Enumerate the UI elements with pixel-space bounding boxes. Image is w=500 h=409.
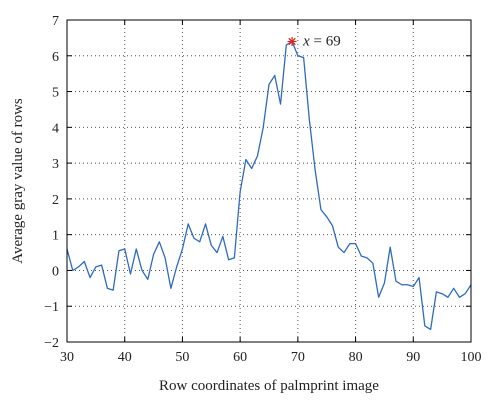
- plot-frame: [66, 19, 472, 343]
- peak-label: x = 69: [302, 33, 341, 49]
- peak-marker: [287, 36, 297, 46]
- y-tick-label: 6: [52, 50, 59, 65]
- y-tick-label: 5: [52, 86, 59, 101]
- y-tick-label: 3: [52, 157, 59, 172]
- peak-annotation: x = 69: [287, 33, 341, 49]
- series-line: [66, 40, 472, 331]
- x-axis-label: Row coordinates of palmprint image: [159, 378, 379, 394]
- x-tick-label: 40: [118, 350, 132, 365]
- y-axis-ticks: −2 −1 0 1 2 3 4 5 6 7: [44, 14, 471, 351]
- x-tick-label: 30: [60, 350, 74, 365]
- grid-lines: [67, 20, 471, 342]
- y-tick-label: −2: [44, 336, 59, 351]
- y-tick-label: 4: [52, 121, 59, 136]
- y-axis-label: Average gray value of rows: [10, 98, 26, 264]
- x-tick-label: 70: [291, 350, 305, 365]
- series-layer: [66, 40, 472, 331]
- y-tick-label: 7: [52, 14, 59, 29]
- x-tick-label: 100: [461, 350, 482, 365]
- y-tick-label: −1: [44, 300, 59, 315]
- x-axis-ticks: 30 40 50 60 70 80 90 100: [60, 20, 482, 365]
- x-tick-label: 60: [233, 350, 247, 365]
- x-tick-label: 80: [349, 350, 363, 365]
- x-tick-label: 90: [406, 350, 420, 365]
- y-tick-label: 2: [52, 193, 59, 208]
- y-tick-label: 1: [52, 229, 59, 244]
- x-tick-label: 50: [175, 350, 189, 365]
- y-tick-label: 0: [52, 264, 59, 279]
